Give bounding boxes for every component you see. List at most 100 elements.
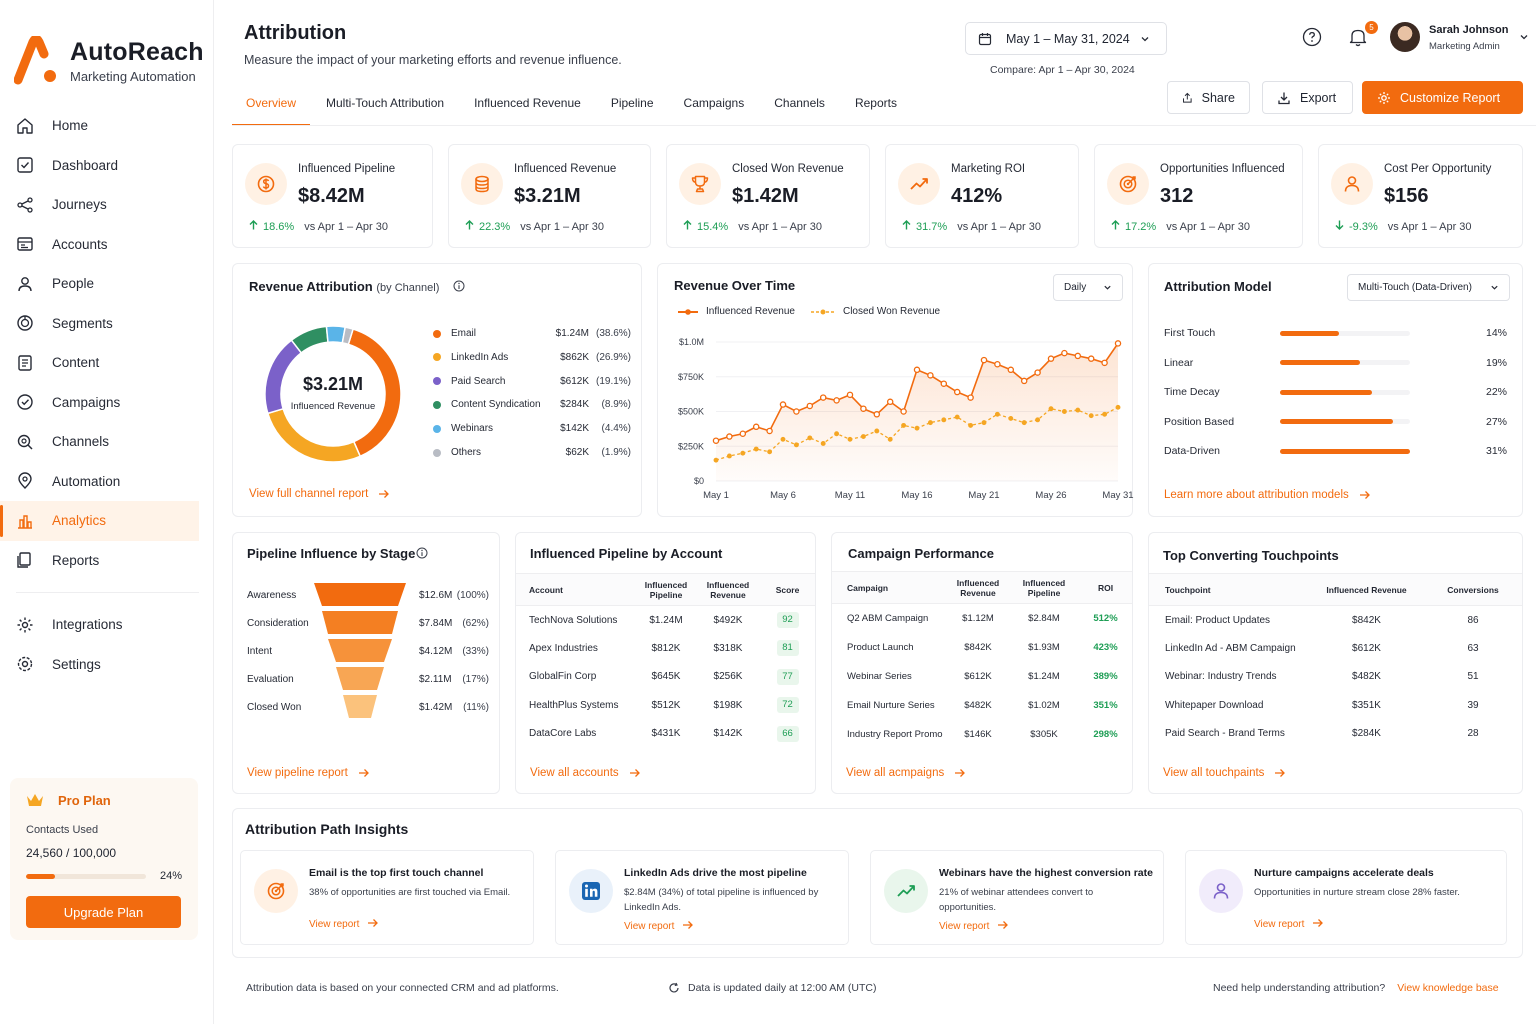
kpi-card-cost-per-opportunity[interactable]: Cost Per Opportunity $156 -9.3% vs Apr 1 – … (1318, 144, 1523, 248)
funnel-segment-consideration[interactable] (322, 611, 398, 634)
data-point-influenced-revenue[interactable] (1034, 369, 1041, 376)
data-point-closed-won-revenue[interactable] (887, 436, 893, 442)
funnel-segment-awareness[interactable] (314, 583, 406, 606)
sidebar-item-analytics[interactable]: Analytics (0, 501, 199, 541)
attribution-model-select[interactable]: Multi-Touch (Data-Driven) (1347, 274, 1510, 301)
kpi-card-influenced-revenue[interactable]: Influenced Revenue $3.21M 22.3% vs Apr 1 – … (448, 144, 651, 248)
data-point-influenced-revenue[interactable] (739, 430, 747, 437)
customize-report-button[interactable]: Customize Report (1362, 81, 1523, 114)
data-point-closed-won-revenue[interactable] (860, 434, 866, 439)
table-row[interactable]: Industry Report Promo $146K $305K 298% (832, 720, 1132, 749)
sidebar-item-integrations[interactable]: Integrations (0, 605, 213, 645)
table-row[interactable]: LinkedIn Ad - ABM Campaign $612K 63 (1149, 634, 1522, 663)
sidebar-item-dashboard[interactable]: Dashboard (0, 146, 213, 186)
column-header-influenced-pipeline[interactable]: Influenced Pipeline (1009, 571, 1079, 604)
column-header-account[interactable]: Account (516, 573, 636, 606)
data-point-influenced-revenue[interactable] (967, 394, 974, 401)
data-point-closed-won-revenue[interactable] (740, 450, 746, 456)
data-point-closed-won-revenue[interactable] (914, 425, 920, 431)
granularity-select[interactable]: Daily (1053, 274, 1123, 301)
data-point-influenced-revenue[interactable] (1074, 352, 1082, 360)
data-point-influenced-revenue[interactable] (913, 366, 921, 374)
view-channel-report-link[interactable]: View full channel report (249, 488, 390, 500)
tab-influenced-revenue[interactable]: Influenced Revenue (474, 96, 581, 110)
data-point-closed-won-revenue[interactable] (807, 435, 813, 441)
column-header-influenced-pipeline[interactable]: Influenced Pipeline (636, 573, 696, 606)
donut-slice-linkedin-ads[interactable] (266, 407, 362, 463)
data-point-closed-won-revenue[interactable] (713, 457, 719, 463)
data-point-influenced-revenue[interactable] (873, 411, 881, 418)
data-point-influenced-revenue[interactable] (1087, 355, 1095, 362)
kpi-card-influenced-pipeline[interactable]: Influenced Pipeline $8.42M 18.6% vs Apr 1 –… (232, 144, 433, 248)
table-row[interactable]: Webinar Series $612K $1.24M 389% (832, 662, 1132, 691)
data-point-influenced-revenue[interactable] (1101, 359, 1108, 367)
table-row[interactable]: DataCore Labs $431K $142K 66 (516, 720, 815, 749)
learn-attribution-models-link[interactable]: Learn more about attribution models (1164, 489, 1371, 501)
sidebar-item-home[interactable]: Home (0, 106, 213, 146)
brand[interactable]: AutoReach Marketing Automation (0, 0, 213, 100)
data-point-closed-won-revenue[interactable] (1021, 420, 1027, 426)
view-all-campaigns-link[interactable]: View all acmpaigns (846, 767, 966, 779)
data-point-influenced-revenue[interactable] (752, 423, 760, 431)
data-point-influenced-revenue[interactable] (927, 372, 934, 379)
knowledge-base-link[interactable]: View knowledge base (1397, 982, 1499, 994)
table-row[interactable]: Email Nurture Series $482K $1.02M 351% (832, 691, 1132, 720)
data-point-influenced-revenue[interactable] (779, 401, 787, 408)
kpi-card-marketing-roi[interactable]: Marketing ROI 412% 31.7% vs Apr 1 – Apr 30 (885, 144, 1079, 248)
data-point-closed-won-revenue[interactable] (793, 442, 799, 448)
sidebar-item-reports[interactable]: Reports (0, 541, 213, 581)
notification-bell-icon[interactable] (1348, 26, 1368, 48)
data-point-closed-won-revenue[interactable] (834, 431, 840, 437)
insight-card-webinars-have-the-highest-conversion-rate[interactable]: Webinars have the highest conversion rat… (870, 850, 1164, 945)
column-header-influenced-revenue[interactable]: Influenced Revenue (1309, 573, 1424, 606)
insight-card-nurture-campaigns-accelerate-deals[interactable]: Nurture campaigns accelerate deals Opport… (1185, 850, 1507, 945)
insight-card-email-is-the-top-first-touch-channel[interactable]: Email is the top first touch channel 38% … (240, 850, 534, 945)
kpi-card-opportunities-influenced[interactable]: Opportunities Influenced 312 17.2% vs Apr 1… (1094, 144, 1303, 248)
column-header-touchpoint[interactable]: Touchpoint (1149, 573, 1309, 606)
data-point-influenced-revenue[interactable] (886, 398, 894, 406)
export-button[interactable]: Export (1262, 81, 1353, 114)
insight-card-linkedin-ads-drive-the-most-pipeline[interactable]: LinkedIn Ads drive the most pipeline $2.8… (555, 850, 849, 945)
table-row[interactable]: Q2 ABM Campaign $1.12M $2.84M 512% (832, 604, 1132, 633)
date-range-picker[interactable]: May 1 – May 31, 2024 (965, 22, 1167, 55)
info-icon[interactable] (453, 280, 465, 292)
share-button[interactable]: Share (1167, 81, 1250, 114)
data-point-influenced-revenue[interactable] (1020, 377, 1028, 385)
sidebar-item-automation[interactable]: Automation (0, 462, 213, 502)
data-point-closed-won-revenue[interactable] (874, 428, 880, 434)
data-point-closed-won-revenue[interactable] (954, 414, 960, 420)
data-point-closed-won-revenue[interactable] (994, 411, 1000, 417)
sidebar-item-accounts[interactable]: Accounts (0, 225, 213, 265)
view-pipeline-report-link[interactable]: View pipeline report (247, 767, 370, 779)
funnel-segment-closed-won[interactable] (343, 695, 377, 718)
data-point-closed-won-revenue[interactable] (1102, 411, 1108, 417)
data-point-influenced-revenue[interactable] (846, 391, 854, 399)
tab-multi-touch-attribution[interactable]: Multi-Touch Attribution (326, 96, 445, 110)
column-header-influenced-revenue[interactable]: Influenced Revenue (947, 571, 1009, 604)
data-point-influenced-revenue[interactable] (712, 437, 720, 444)
column-header-roi[interactable]: ROI (1079, 571, 1132, 604)
column-header-influenced-revenue[interactable]: Influenced Revenue (696, 573, 760, 606)
data-point-closed-won-revenue[interactable] (847, 436, 853, 442)
insight-view-report-link[interactable]: View report (624, 920, 694, 933)
table-row[interactable]: Apex Industries $812K $318K 81 (516, 634, 815, 663)
table-row[interactable]: Email: Product Updates $842K 86 (1149, 606, 1522, 635)
sidebar-item-content[interactable]: Content (0, 343, 213, 383)
data-point-closed-won-revenue[interactable] (820, 441, 826, 446)
kpi-card-closed-won-revenue[interactable]: Closed Won Revenue $1.42M 15.4% vs Apr 1 – … (666, 144, 870, 248)
data-point-closed-won-revenue[interactable] (1088, 413, 1094, 419)
data-point-closed-won-revenue[interactable] (726, 453, 732, 459)
data-point-influenced-revenue[interactable] (766, 427, 773, 435)
info-icon[interactable] (416, 547, 428, 559)
data-point-closed-won-revenue[interactable] (981, 420, 987, 426)
funnel-segment-evaluation[interactable] (336, 667, 384, 690)
tab-campaigns[interactable]: Campaigns (683, 96, 745, 110)
data-point-closed-won-revenue[interactable] (1048, 406, 1054, 412)
data-point-influenced-revenue[interactable] (940, 380, 948, 387)
funnel-segment-intent[interactable] (328, 639, 392, 662)
table-row[interactable]: Paid Search - Brand Terms $284K 28 (1149, 720, 1522, 749)
view-all-touchpoints-link[interactable]: View all touchpaints (1163, 767, 1286, 779)
insight-view-report-link[interactable]: View report (309, 918, 379, 931)
table-row[interactable]: HealthPlus Systems $512K $198K 72 (516, 691, 815, 720)
table-row[interactable]: Product Launch $842K $1.93M 423% (832, 633, 1132, 662)
